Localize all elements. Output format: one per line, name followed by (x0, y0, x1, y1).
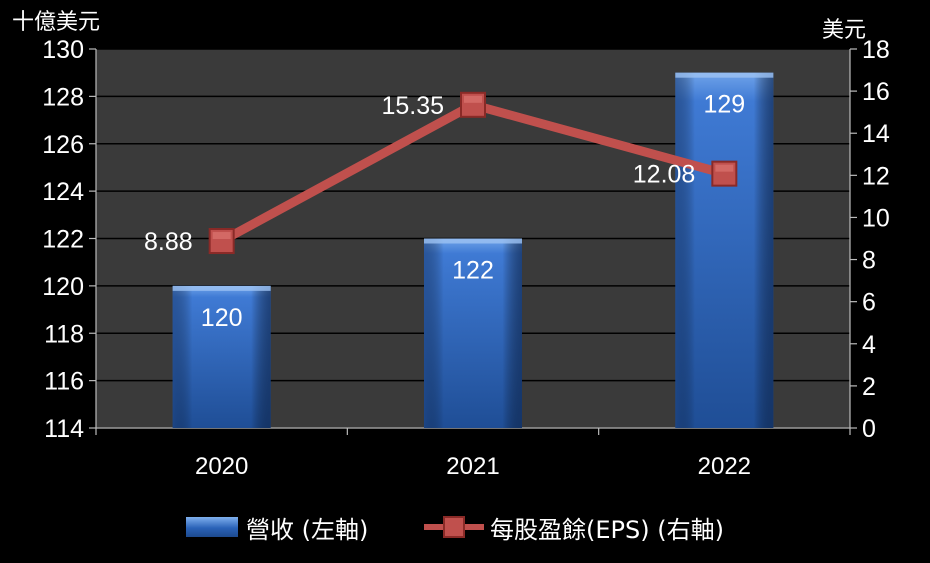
left-tick-label: 118 (44, 320, 84, 348)
bar-shade (172, 285, 271, 428)
legend-label-eps: 每股盈餘(EPS) (右軸) (490, 515, 724, 544)
eps-data-label: 15.35 (381, 92, 444, 120)
x-tick-label: 2021 (446, 453, 499, 480)
legend-label-revenue: 營收 (左軸) (246, 515, 369, 544)
right-tick-label: 6 (862, 289, 876, 317)
left-tick-label: 122 (42, 226, 84, 254)
bar-shade (424, 238, 522, 428)
left-tick-label: 116 (44, 368, 84, 396)
x-tick-label: 2022 (698, 453, 751, 480)
eps-data-label: 12.08 (633, 161, 696, 189)
bar-top (172, 285, 271, 291)
legend-item-revenue: 營收 (左軸) (186, 505, 368, 549)
eps-point-highlight (212, 232, 231, 240)
left-tick-label: 126 (42, 131, 84, 159)
left-tick-label: 124 (42, 178, 84, 206)
left-tick-label: 114 (44, 415, 84, 443)
bar-data-label: 120 (201, 304, 243, 332)
left-axis-unit: 十億美元 (12, 10, 101, 35)
left-tick-label: 120 (42, 273, 84, 301)
eps-data-label: 8.88 (144, 228, 193, 256)
right-tick-label: 0 (862, 415, 876, 443)
bar-top (675, 72, 774, 78)
bar-top (424, 238, 522, 244)
legend-swatch-bar (186, 517, 238, 537)
bar-data-label: 122 (452, 257, 494, 285)
eps-point-highlight (464, 95, 482, 103)
bar-data-label: 129 (703, 91, 745, 119)
legend-swatch-line (424, 516, 484, 538)
right-tick-label: 10 (862, 204, 890, 232)
x-tick-label: 2020 (195, 453, 248, 480)
legend-item-eps: 每股盈餘(EPS) (右軸) (424, 505, 724, 549)
eps-point-highlight (715, 164, 734, 172)
left-tick-label: 128 (42, 83, 84, 111)
right-tick-label: 12 (862, 162, 890, 190)
right-axis-unit: 美元 (822, 18, 867, 43)
right-tick-label: 8 (862, 247, 876, 275)
right-tick-label: 2 (862, 373, 876, 401)
right-tick-label: 4 (862, 331, 876, 359)
left-tick-label: 130 (42, 36, 84, 64)
right-tick-label: 14 (862, 120, 890, 148)
legend: 營收 (左軸) 每股盈餘(EPS) (右軸) (0, 505, 930, 549)
right-tick-label: 16 (862, 78, 890, 106)
bar-shade (675, 72, 774, 428)
right-tick-label: 18 (862, 36, 890, 64)
